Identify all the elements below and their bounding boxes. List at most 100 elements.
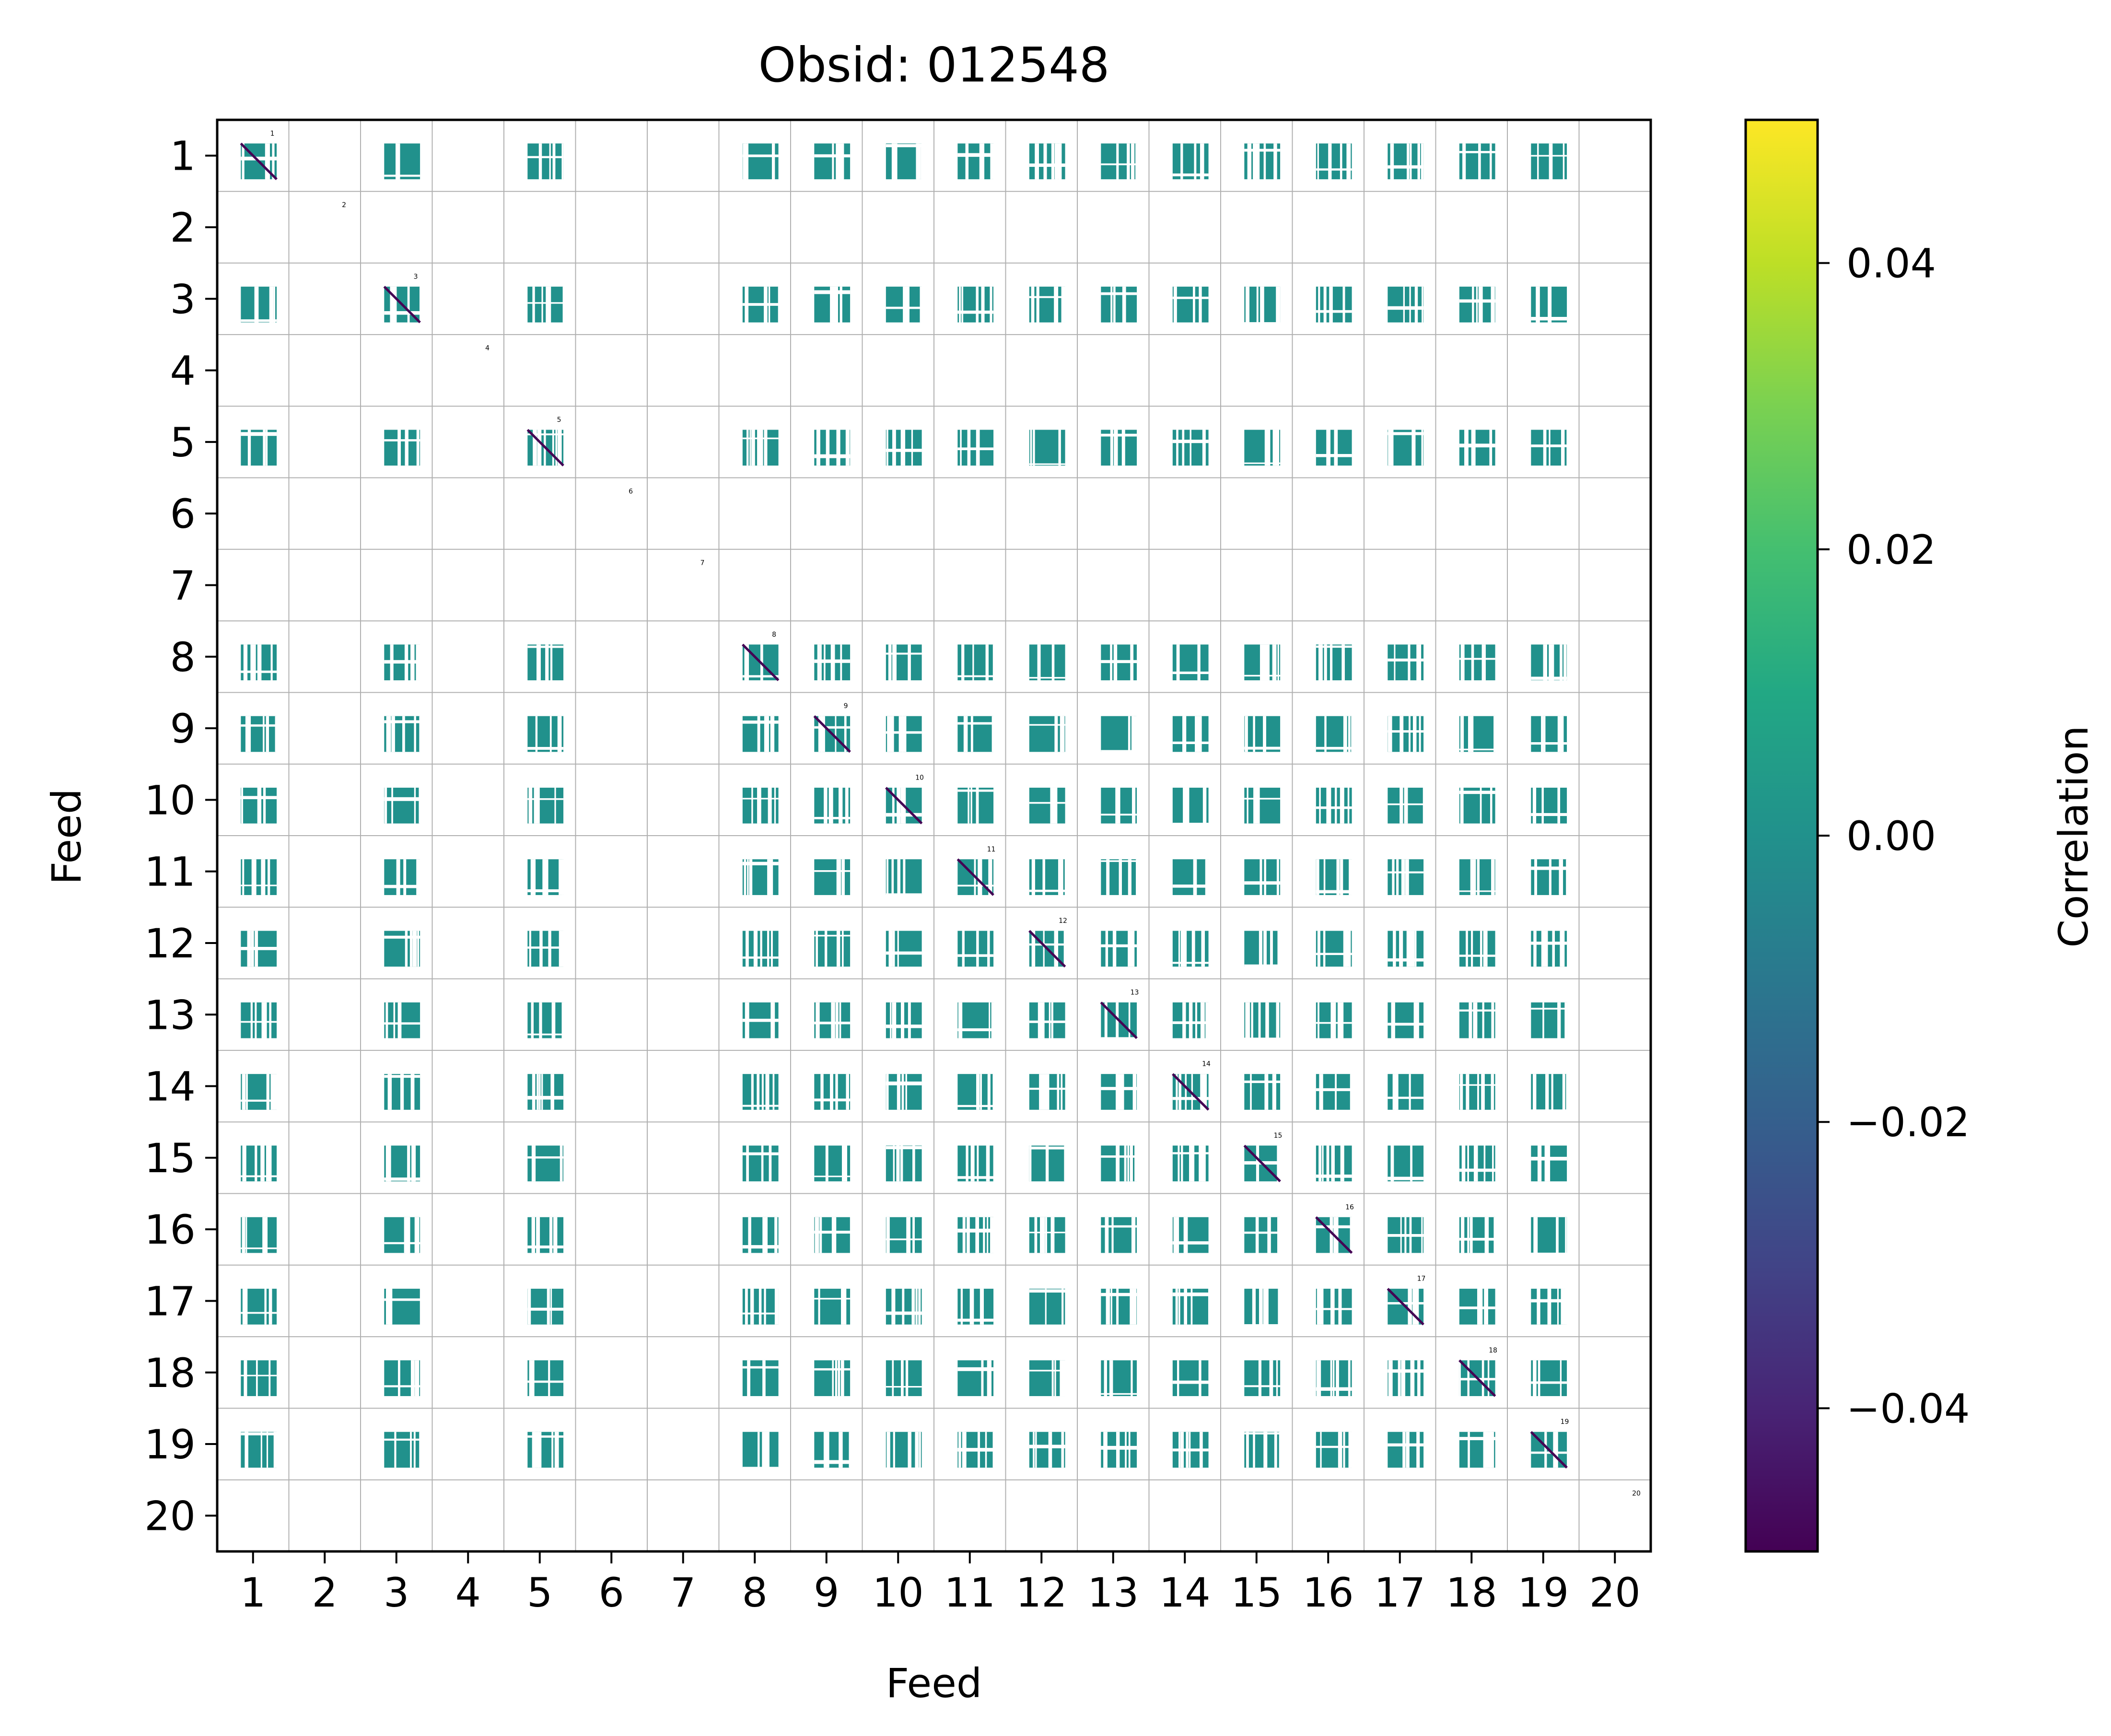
mask-stripe [255, 1002, 257, 1038]
mask-stripe [1173, 1217, 1178, 1253]
mask-stripe [1477, 859, 1480, 895]
mask-stripe [900, 430, 904, 466]
mask-stripe [1182, 1002, 1186, 1038]
mask-stripe [891, 143, 895, 179]
colorbar-tick-label-3: −0.02 [1846, 1099, 1970, 1146]
mask-stripe [970, 1145, 975, 1182]
mask-stripe [759, 430, 763, 466]
mask-stripe [1258, 1002, 1261, 1038]
mask-stripe [1244, 798, 1281, 800]
mask-stripe [417, 859, 422, 895]
mask-stripe [245, 716, 248, 752]
mask-stripe [819, 1217, 822, 1253]
mask-stripe [245, 1432, 248, 1468]
mask-stripe [1350, 1217, 1353, 1253]
heatmap-cells [241, 143, 1570, 1471]
mask-stripe [1316, 1308, 1352, 1310]
mask-stripe [836, 931, 840, 967]
mask-stripe [1463, 143, 1466, 179]
mask-stripe [772, 1074, 775, 1110]
mask-stripe [886, 1468, 922, 1471]
cell-9-18 [1459, 716, 1495, 752]
mask-stripe [527, 1095, 564, 1100]
mask-stripe [1031, 286, 1035, 323]
mask-stripe [549, 143, 551, 179]
mask-stripe [1491, 859, 1495, 895]
mask-stripe [887, 716, 890, 752]
diagonal-mark-17 [1387, 1288, 1424, 1326]
mask-stripe [1106, 1289, 1110, 1325]
mask-stripe [898, 716, 903, 752]
y-axis-label: Feed [43, 789, 90, 885]
mask-stripe [1534, 859, 1536, 895]
mask-stripe [1316, 454, 1352, 457]
mask-stripe [841, 143, 843, 179]
mask-stripe [550, 1074, 554, 1110]
mask-stripe [960, 1289, 963, 1325]
diagonal-marks [240, 142, 1568, 1469]
mask-stripe [1421, 143, 1423, 179]
mask-stripe [1276, 1360, 1278, 1397]
cell-1-5 [527, 143, 564, 179]
mask-stripe [1326, 430, 1330, 466]
mask-stripe [1316, 1445, 1352, 1448]
mask-stripe [268, 1145, 272, 1182]
mask-stripe [749, 430, 751, 466]
mask-stripe [532, 286, 535, 323]
cell-11-3 [384, 859, 420, 895]
mask-stripe [268, 1360, 271, 1397]
mask-stripe [1172, 823, 1209, 825]
mask-stripe [1256, 1217, 1259, 1253]
mask-stripe [419, 1432, 423, 1468]
mask-stripe [918, 1289, 921, 1325]
mask-stripe [838, 1360, 840, 1397]
mask-stripe [1172, 671, 1209, 674]
mask-stripe [750, 1289, 754, 1325]
mask-stripe [742, 303, 779, 306]
mask-stripe [1063, 931, 1068, 967]
mask-stripe [836, 286, 838, 323]
mask-stripe [552, 430, 554, 466]
mask-stripe [749, 859, 753, 895]
mask-stripe [1061, 1289, 1064, 1325]
mask-stripe [1410, 1360, 1415, 1397]
y-tick-label-14: 14 [144, 1063, 196, 1110]
mask-stripe [1343, 931, 1348, 967]
mask-stripe [1491, 1002, 1494, 1038]
mask-stripe [981, 143, 985, 179]
mask-stripe [1561, 1289, 1564, 1325]
mask-stripe [1117, 1074, 1120, 1110]
mask-stripe [527, 798, 564, 800]
mask-stripe [1101, 944, 1137, 947]
mask-stripe [768, 787, 772, 824]
mask-stripe [1116, 787, 1120, 824]
mask-stripe [839, 1002, 841, 1038]
mask-stripe [273, 286, 276, 323]
mask-stripe [551, 1002, 556, 1038]
mask-stripe [1330, 1217, 1333, 1253]
mask-stripe [969, 1289, 974, 1325]
mask-stripe [1189, 1002, 1193, 1038]
feed-label-12: 12 [1059, 917, 1067, 925]
mask-stripe [987, 931, 990, 967]
mask-stripe [412, 931, 417, 967]
mask-stripe [551, 1432, 554, 1468]
mask-stripe [530, 859, 535, 895]
mask-stripe [1413, 1002, 1417, 1038]
mask-stripe [1388, 1360, 1393, 1397]
mask-stripe [1101, 1445, 1137, 1450]
mask-stripe [1469, 1002, 1471, 1038]
mask-stripe [902, 716, 907, 752]
mask-stripe [886, 306, 922, 309]
mask-stripe [257, 644, 262, 681]
mask-stripe [836, 430, 840, 466]
mask-stripe [774, 787, 776, 824]
mask-stripe [531, 1145, 536, 1182]
mask-stripe [767, 931, 770, 967]
mask-stripe [1562, 1074, 1565, 1110]
mask-stripe [1481, 644, 1486, 681]
cell-16-15 [1244, 1217, 1281, 1253]
mask-stripe [1131, 931, 1135, 967]
mask-stripe [908, 1432, 911, 1468]
mask-stripe [1202, 1074, 1207, 1110]
